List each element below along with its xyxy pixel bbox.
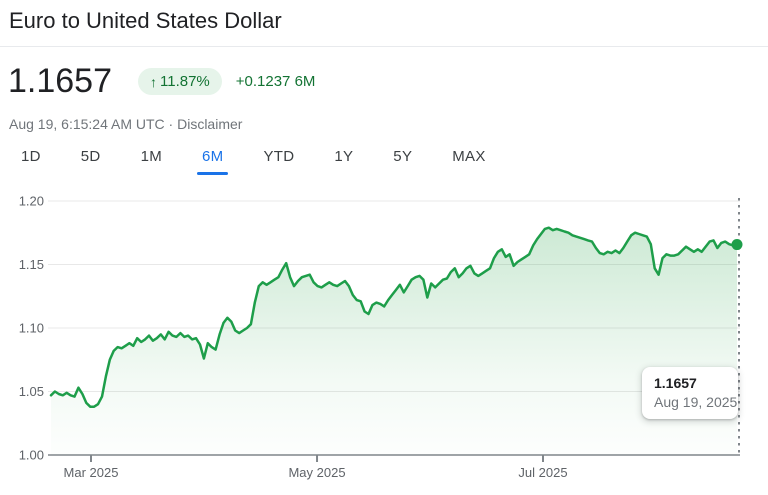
x-axis-label: Mar 2025 [64, 465, 119, 480]
change-percent-value: 11.87% [160, 73, 210, 90]
x-axis-label: Jul 2025 [518, 465, 567, 480]
quote-timestamp: Aug 19, 6:15:24 AM UTC [9, 116, 165, 132]
change-absolute: +0.1237 6M [235, 73, 316, 90]
last-price-dot [731, 239, 743, 251]
price-row: 1.1657 ↑ 11.87% +0.1237 6M [8, 62, 315, 101]
y-axis-label: 1.00 [19, 448, 44, 463]
quote-meta: Aug 19, 6:15:24 AM UTC · Disclaimer [9, 116, 242, 132]
tooltip-price: 1.1657 [654, 375, 697, 391]
tab-1d[interactable]: 1D [21, 148, 41, 165]
y-axis-label: 1.05 [19, 384, 44, 399]
header-divider [0, 46, 768, 47]
time-range-tabs: 1D 5D 1M 6M YTD 1Y 5Y MAX [16, 146, 491, 175]
chart-tooltip: 1.1657 Aug 19, 2025 [642, 367, 738, 419]
current-price: 1.1657 [8, 62, 112, 100]
y-axis-label: 1.15 [19, 257, 44, 272]
disclaimer-link[interactable]: Disclaimer [177, 116, 243, 132]
x-axis-label: May 2025 [288, 465, 345, 480]
tab-1y[interactable]: 1Y [334, 148, 354, 165]
tab-6m[interactable]: 6M [197, 146, 229, 175]
up-arrow-icon: ↑ [150, 73, 157, 90]
tab-1m[interactable]: 1M [140, 148, 162, 165]
tooltip-date: Aug 19, 2025 [654, 394, 738, 410]
tab-max[interactable]: MAX [452, 148, 486, 165]
page-title: Euro to United States Dollar [9, 8, 282, 33]
y-axis-label: 1.10 [19, 321, 44, 336]
tab-5d[interactable]: 5D [80, 148, 101, 165]
meta-separator: · [168, 116, 178, 132]
tab-5y[interactable]: 5Y [393, 148, 413, 165]
tab-ytd[interactable]: YTD [263, 148, 295, 165]
change-percent-badge: ↑ 11.87% [138, 68, 222, 95]
y-axis-label: 1.20 [19, 194, 44, 209]
